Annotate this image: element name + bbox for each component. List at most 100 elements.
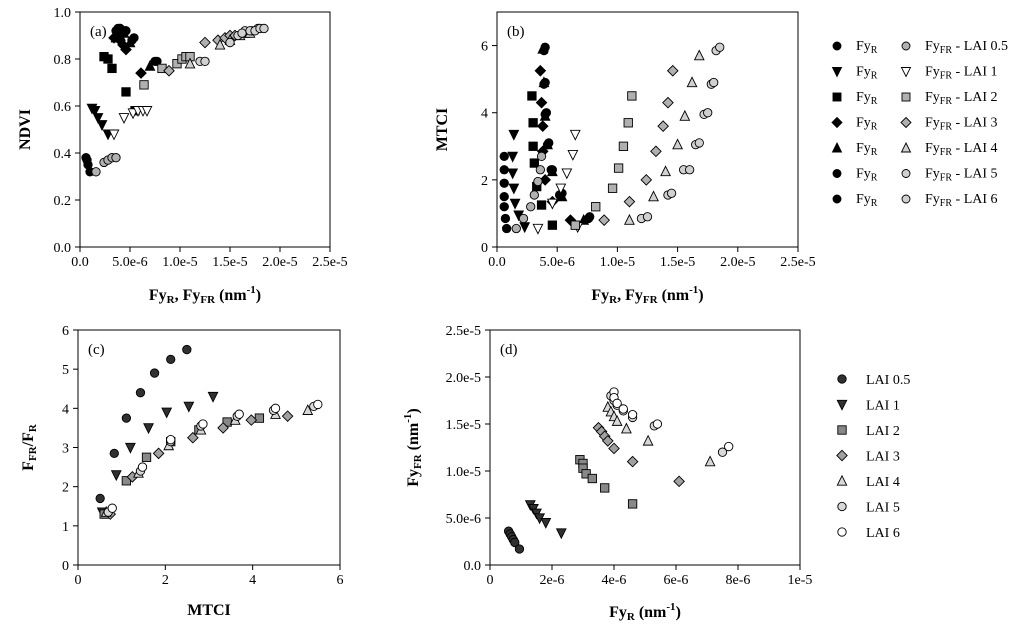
x-axis-title-subscript: FR [200,294,216,306]
legend-text: Fy [856,65,871,80]
data-point [717,447,728,457]
data-point [533,176,543,187]
data-point [499,202,509,212]
legend-text: Fy [856,167,871,182]
x-axis-title-part: (nm [635,604,667,621]
data-series [539,45,594,224]
data-point [544,138,554,148]
data-point [660,165,671,177]
data-point [627,409,638,420]
data-point [601,435,614,447]
data-point [234,409,244,419]
data-series [113,23,162,66]
legend-entry: LAI 1 [836,399,900,414]
y-tick-label: 0 [62,559,69,574]
legend-text: Fy [856,39,871,54]
x-tick-label: 8e-6 [726,573,751,588]
data-series [511,151,547,234]
x-tick-label: 0.0 [488,255,506,270]
data-point [540,518,552,529]
legend-subscript: R [871,71,878,82]
legend-subscript: R [871,96,878,107]
x-tick-label: 0 [75,573,82,588]
legend-entry: LAI 4 [836,474,900,490]
data-point [611,414,623,426]
x-tick-label: 0 [487,573,494,588]
data-point [183,401,195,413]
legend-marker [837,425,847,435]
data-point [618,404,628,414]
y-axis-title: MTCI [434,108,451,152]
data-point [535,96,548,109]
legend-text: Fy [856,90,871,105]
legend-marker [836,399,848,411]
x-tick-label: 0.0 [71,255,89,270]
data-point [650,145,662,158]
y-axis-title-subscript: FR [412,453,424,469]
legend-marker [901,169,911,178]
legend-entry: FyR FyFR - LAI 5 [832,167,998,184]
legend-label-red: FyR [856,39,878,56]
x-axis-title-part: (nm [215,287,247,304]
legend-label: LAI 0.5 [866,373,910,388]
data-point [724,441,734,452]
x-axis-title-superscript: -1 [689,284,698,296]
data-point [581,469,591,479]
legend-marker [831,141,843,153]
data-point [141,452,152,462]
data-point [121,87,131,97]
y-axis-title-part: Fy [405,469,422,487]
y-tick-label: 6 [62,324,69,339]
y-tick-label: 0.4 [54,147,72,162]
data-point [536,151,547,162]
y-tick-label: 3 [62,442,69,457]
data-point [110,470,122,482]
data-point [510,537,520,548]
legend-marker [831,67,843,78]
data-point [135,67,147,79]
legend-label-red: FyR [856,116,878,133]
legend-label-far-red: FyFR - LAI 3 [925,116,998,133]
legend-marker [901,41,911,51]
data-series [642,42,725,222]
y-tick-label: 5 [62,363,69,378]
data-point [124,442,136,454]
x-axis-title-part: Fy [149,287,167,304]
y-tick-label: 0.0 [54,241,72,256]
y-tick-label: 5.0e-6 [446,512,481,527]
x-axis-title-part: , Fy [617,287,643,304]
data-point [528,118,538,128]
series-lai-0-5 [503,526,525,554]
data-point [587,473,597,484]
data-point [532,223,544,235]
y-tick-label: 0.8 [54,53,72,68]
x-tick-label: 1.5e-5 [660,255,695,270]
data-point [137,462,148,472]
panel-label: (c) [88,342,105,358]
data-point [547,165,558,175]
y-axis-title: FyFR (nm-1) [402,408,424,487]
data-point [89,106,101,117]
data-point [624,213,635,225]
x-axis-title: FyR (nm-1) [609,601,681,623]
data-series [99,52,140,116]
plot-frame [496,11,799,248]
data-point [508,129,520,141]
y-tick-label: 2.0e-5 [446,371,481,386]
legend-marker [836,449,848,462]
data-point [313,399,323,410]
x-axis-title: FyR, FyFR (nm-1) [591,284,703,306]
legend-text: Fy [925,141,940,156]
data-point [141,106,153,117]
x-axis-title-part: Fy [609,604,627,621]
data-point [694,138,704,148]
legend-entry: LAI 3 [836,449,900,465]
legend-label-far-red: FyFR - LAI 4 [925,141,998,158]
data-point [534,64,547,77]
plot-frame [79,11,331,248]
x-axis-title: FyR, FyFR (nm-1) [149,284,261,306]
legend-subscript: R [871,198,878,209]
legend-label-far-red: FyFR - LAI 2 [925,90,998,107]
